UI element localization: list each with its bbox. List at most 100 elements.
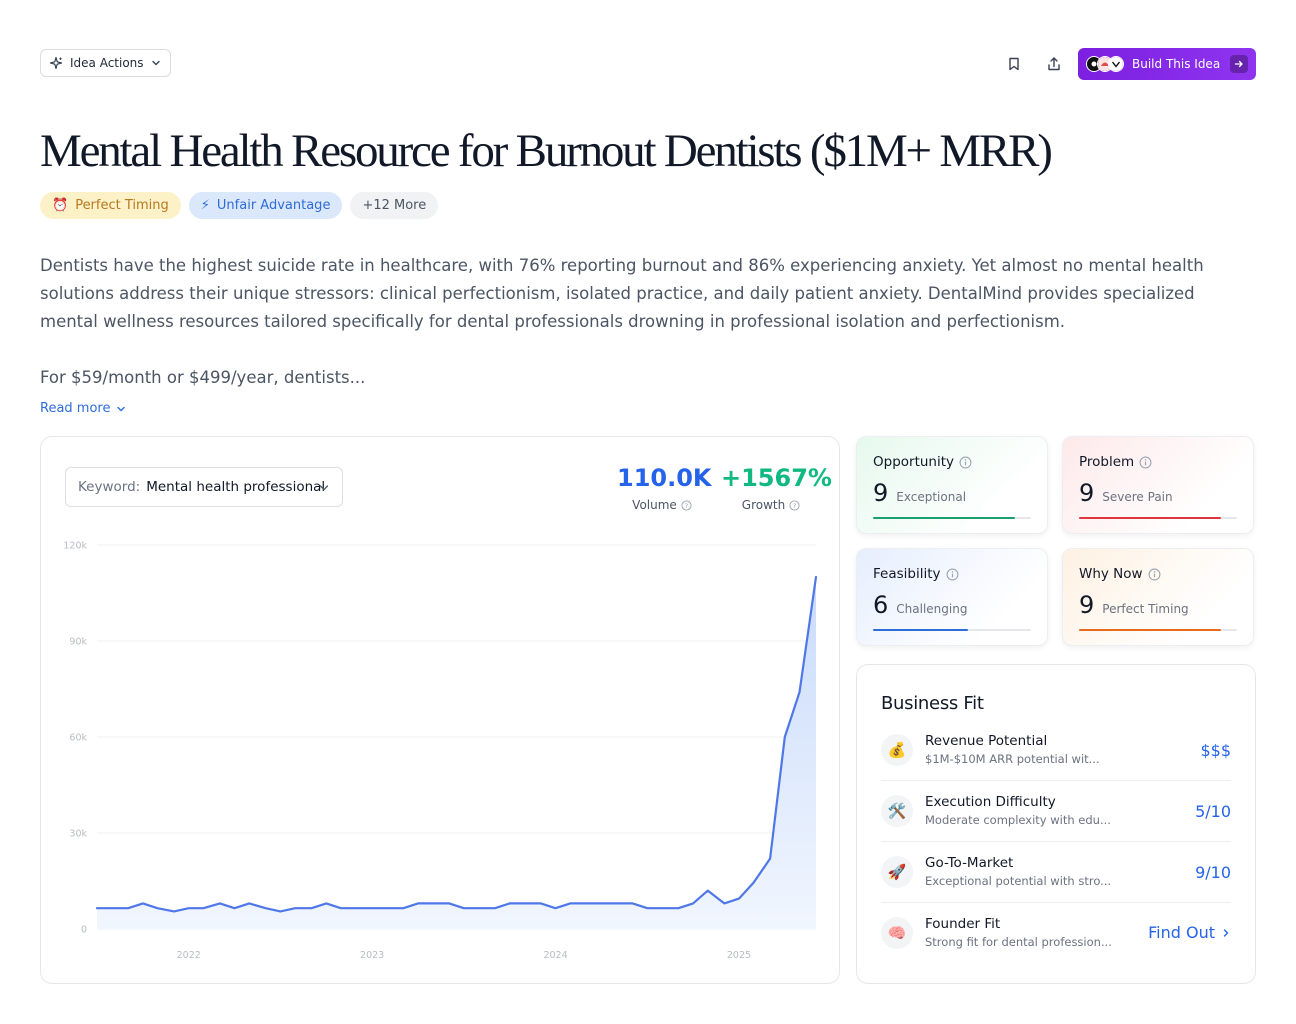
chevron-down-icon (117, 406, 126, 411)
find-out-label: Find Out (1148, 923, 1215, 942)
business-fit-row-founder-fit[interactable]: 🧠 Founder Fit Strong fit for dental prof… (881, 902, 1231, 963)
growth-label-row: Growth ? (721, 498, 821, 512)
business-fit-sub: Exceptional potential with stro... (925, 874, 1112, 888)
tag-label: +12 More (362, 198, 427, 213)
find-out-link[interactable]: Find Out (1148, 923, 1231, 942)
page-title: Mental Health Resource for Burnout Denti… (40, 125, 1053, 177)
volume-label: Volume (632, 498, 677, 512)
score-label-row: Feasibility (873, 565, 1031, 583)
keyword-label: Keyword: (78, 479, 141, 495)
score-card-why-now[interactable]: Why Now 9 Perfect Timing (1062, 548, 1254, 646)
business-fit-name: Execution Difficulty (925, 794, 1056, 810)
business-fit-text: Founder Fit Strong fit for dental profes… (925, 915, 1148, 951)
tag-label: Unfair Advantage (216, 198, 331, 213)
score-label: Feasibility (873, 566, 941, 582)
info-icon[interactable] (1139, 456, 1152, 469)
score-value: 9 (1079, 479, 1095, 507)
build-this-idea-button[interactable]: Build This Idea (1078, 48, 1256, 80)
x-tick-label: 2022 (177, 950, 201, 961)
money-bag-icon: 💰 (881, 734, 913, 766)
tag-label: Perfect Timing (75, 198, 169, 213)
keyword-select[interactable]: Keyword: Mental health professional (65, 467, 343, 507)
info-icon[interactable] (946, 568, 959, 581)
score-label: Problem (1079, 454, 1135, 470)
business-fit-row-go-to-market[interactable]: 🚀 Go-To-Market Exceptional potential wit… (881, 842, 1231, 903)
volume-label-row: Volume ? (617, 498, 707, 512)
rocket-icon: 🚀 (881, 856, 913, 888)
x-tick-label: 2024 (543, 950, 567, 961)
arrow-right-icon (1230, 55, 1248, 73)
business-fit-row-revenue[interactable]: 💰 Revenue Potential $1M-$10M ARR potenti… (881, 720, 1231, 781)
tag-perfect-timing[interactable]: ⏰ Perfect Timing (40, 192, 181, 219)
business-fit-sub: $1M-$10M ARR potential wit... (925, 752, 1100, 766)
business-fit-text: Revenue Potential $1M-$10M ARR potential… (925, 732, 1200, 768)
idea-actions-label: Idea Actions (70, 56, 144, 70)
growth-stat: +1567% Growth ? (721, 463, 832, 512)
keyword-value: Mental health professional (146, 479, 326, 495)
info-icon[interactable] (1148, 568, 1161, 581)
score-bar-fill (873, 629, 968, 631)
bookmark-button[interactable] (1002, 52, 1026, 76)
series-line (95, 575, 818, 913)
score-card-problem[interactable]: Problem 9 Severe Pain (1062, 436, 1254, 534)
tag-more-button[interactable]: +12 More (350, 192, 439, 219)
chevron-down-icon (318, 482, 330, 494)
help-icon[interactable]: ? (681, 499, 692, 511)
idea-description-more: For $59/month or $499/year, dentists... (40, 368, 366, 387)
trend-chart-card: 0 30k 60k 90k 120k 2022 2023 2024 2025 Keyword: … (40, 436, 840, 984)
share-button[interactable] (1042, 52, 1066, 76)
business-fit-sub: Moderate complexity with edu... (925, 813, 1111, 827)
x-tick-label: 2025 (727, 950, 751, 961)
business-fit-score: 9/10 (1195, 862, 1231, 882)
tag-list: ⏰ Perfect Timing ⚡ Unfair Advantage +12 … (40, 192, 439, 219)
trend-chart: 0 30k 60k 90k 120k 2022 2023 2024 2025 (63, 541, 818, 961)
growth-label: Growth (741, 498, 786, 512)
y-tick-label: 90k (69, 637, 87, 648)
tools-icon: 🛠️ (881, 795, 913, 827)
volume-value: 110.0K (617, 464, 712, 492)
y-tick-label: 60k (69, 733, 87, 744)
business-fit-score: $$$ (1200, 740, 1231, 760)
business-fit-name: Revenue Potential (925, 733, 1048, 749)
score-label: Opportunity (873, 454, 955, 470)
score-bar (873, 517, 1031, 519)
idea-actions-button[interactable]: Idea Actions (40, 49, 171, 77)
score-row: 9 Perfect Timing (1079, 591, 1237, 619)
score-value: 6 (873, 591, 889, 619)
svg-text:?: ? (793, 501, 796, 509)
chevron-right-icon (1223, 928, 1229, 937)
score-row: 9 Severe Pain (1079, 479, 1237, 507)
score-row: 9 Exceptional (873, 479, 1031, 507)
business-fit-title: Business Fit (881, 693, 984, 714)
build-label: Build This Idea (1132, 57, 1221, 71)
business-fit-card: Business Fit 💰 Revenue Potential $1M-$10… (856, 664, 1256, 984)
score-card-opportunity[interactable]: Opportunity 9 Exceptional (856, 436, 1048, 534)
read-more-link[interactable]: Read more (40, 401, 126, 416)
business-fit-score: 5/10 (1195, 801, 1231, 821)
volume-stat: 110.0K Volume ? (617, 463, 712, 512)
share-icon (1048, 57, 1060, 71)
tool-avatars (1086, 56, 1124, 72)
tag-unfair-advantage[interactable]: ⚡ Unfair Advantage (188, 192, 343, 219)
score-desc: Exceptional (896, 490, 967, 504)
info-icon[interactable] (959, 456, 972, 469)
score-label-row: Opportunity (873, 453, 1031, 471)
svg-text:?: ? (685, 501, 688, 509)
business-fit-text: Go-To-Market Exceptional potential with … (925, 854, 1195, 890)
business-fit-row-execution[interactable]: 🛠️ Execution Difficulty Moderate complex… (881, 781, 1231, 842)
score-desc: Perfect Timing (1102, 602, 1189, 616)
y-tick-label: 30k (69, 829, 87, 840)
growth-value: +1567% (721, 464, 832, 492)
score-label-row: Problem (1079, 453, 1237, 471)
y-tick-label: 120k (63, 541, 87, 552)
lightning-icon: ⚡ (200, 198, 210, 213)
top-bar: Idea Actions Build This Idea (40, 48, 1256, 80)
score-card-feasibility[interactable]: Feasibility 6 Challenging (856, 548, 1048, 646)
score-bar (873, 629, 1031, 631)
series-area (97, 577, 816, 929)
score-bar-fill (873, 517, 1016, 519)
score-value: 9 (1079, 591, 1095, 619)
business-fit-text: Execution Difficulty Moderate complexity… (925, 793, 1195, 829)
score-value: 9 (873, 479, 889, 507)
help-icon[interactable]: ? (789, 499, 800, 511)
